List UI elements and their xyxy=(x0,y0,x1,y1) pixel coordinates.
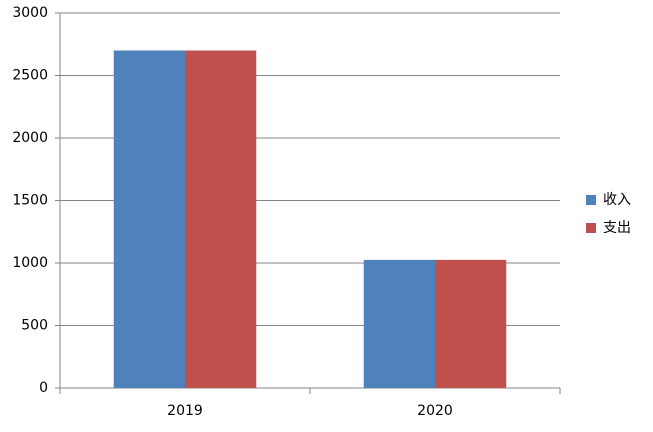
y-tick-label: 2000 xyxy=(12,130,48,146)
bar xyxy=(185,50,257,388)
y-tick-label: 1500 xyxy=(12,193,48,209)
x-tick-label: 2019 xyxy=(167,403,203,419)
y-tick-label: 0 xyxy=(39,380,48,396)
bar xyxy=(113,50,185,388)
legend-label: 收入 xyxy=(603,192,631,208)
bar xyxy=(435,259,507,388)
y-tick-label: 1000 xyxy=(12,255,48,271)
bar xyxy=(363,259,435,388)
y-tick-label: 500 xyxy=(21,318,48,334)
y-tick-label: 3000 xyxy=(12,5,48,21)
legend-label: 支出 xyxy=(603,220,631,236)
legend-swatch xyxy=(586,223,596,233)
y-tick-label: 2500 xyxy=(12,68,48,84)
legend-swatch xyxy=(586,195,596,205)
x-tick-label: 2020 xyxy=(417,403,453,419)
